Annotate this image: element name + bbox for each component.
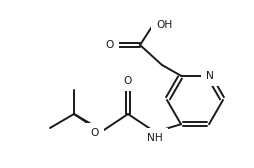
Text: O: O xyxy=(123,76,132,86)
Text: O: O xyxy=(90,128,99,138)
Text: OH: OH xyxy=(155,20,171,30)
Text: N: N xyxy=(205,71,213,81)
Text: NH: NH xyxy=(147,133,162,143)
Text: O: O xyxy=(105,40,114,50)
